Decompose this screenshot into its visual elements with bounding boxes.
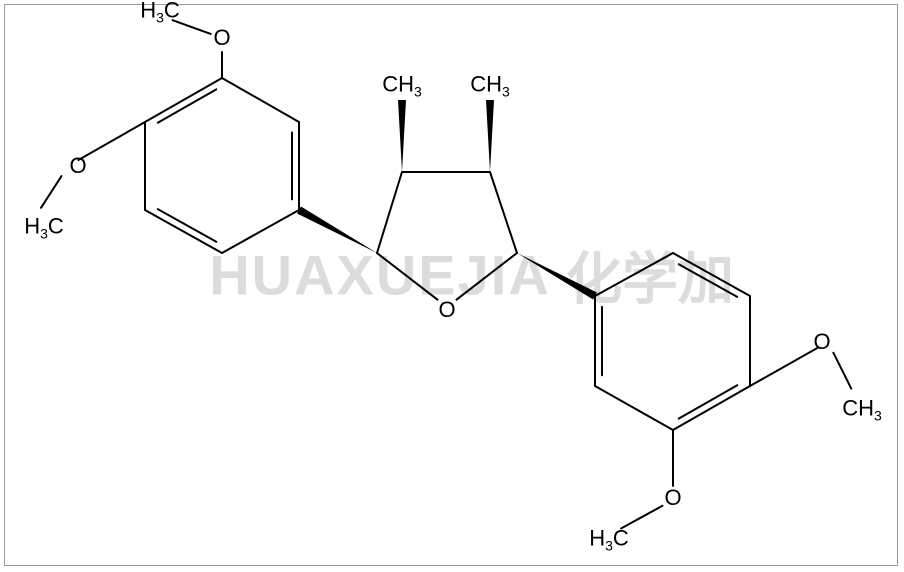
figure-canvas: HUAXUEJIA 化学加 OOOOOCH3CH3H3CH3CH3CCH3: [0, 0, 904, 572]
methyl-label: H3C: [140, 0, 180, 25]
oxygen-label: O: [813, 331, 830, 353]
molecule-svg: [0, 0, 904, 572]
oxygen-label: O: [69, 155, 86, 177]
methyl-label: CH3: [382, 73, 422, 98]
methyl-label: H3C: [24, 215, 64, 240]
methyl-label: CH3: [842, 397, 882, 422]
methyl-label: CH3: [470, 73, 510, 98]
oxygen-label: O: [664, 487, 681, 509]
methyl-label: H3C: [589, 527, 629, 552]
oxygen-label: O: [213, 27, 230, 49]
oxygen-label: O: [438, 299, 455, 321]
